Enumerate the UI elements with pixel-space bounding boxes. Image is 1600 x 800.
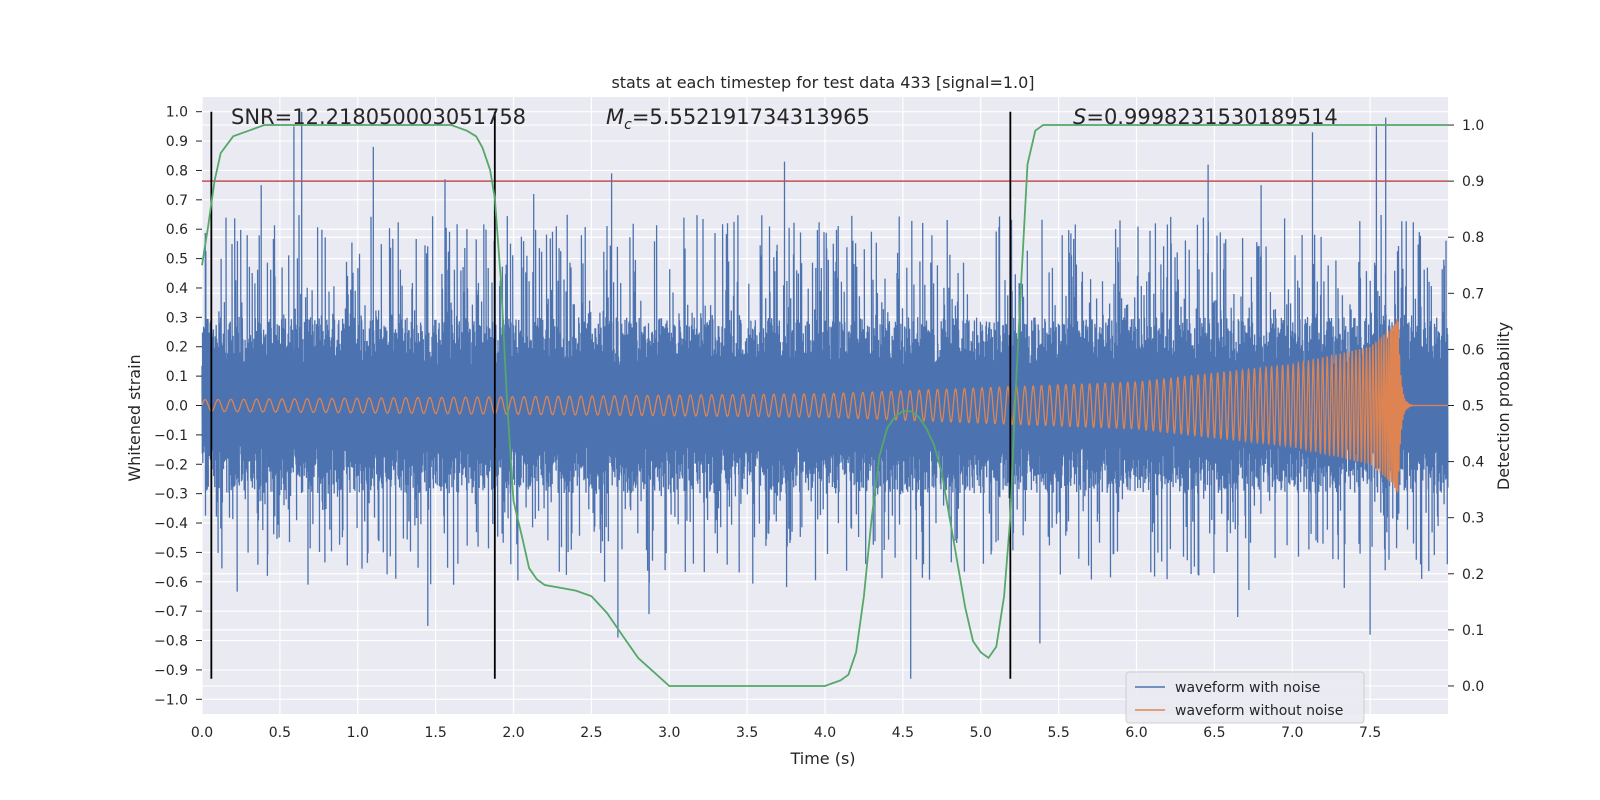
probability-series	[201, 124, 1448, 687]
x-tick-label: 4.5	[892, 725, 914, 741]
y-tick-label: 0.3	[166, 310, 188, 326]
probability-line	[201, 124, 1448, 687]
y-tick-label: 0.7	[166, 193, 188, 209]
x-tick-label: 2.5	[580, 725, 602, 741]
mc-subscript: c	[624, 117, 632, 133]
y-tick-label: 0.2	[166, 340, 188, 356]
x-tick-label: 5.5	[1047, 725, 1069, 741]
y-tick-label: −0.2	[154, 457, 188, 473]
y-tick-label: −1.0	[154, 692, 188, 708]
y-tick-label: 0.5	[166, 252, 188, 268]
x-tick-label: 0.0	[191, 725, 213, 741]
x-tick-label: 4.0	[814, 725, 836, 741]
x-tick-label: 1.5	[424, 725, 446, 741]
y-tick-label: −0.6	[154, 575, 188, 591]
legend-box	[1125, 671, 1365, 724]
y-tick-label: −0.9	[154, 663, 188, 679]
y-tick-label: −0.1	[154, 428, 188, 444]
chirp-series	[201, 318, 1448, 493]
y-tick-label: 0.4	[166, 281, 188, 297]
y-tick-label: −0.3	[154, 487, 188, 503]
y-tick-labels: 1.0 0.9 0.8 0.7 0.6 0.5 0.4 0.3 0.2 0.1 0.0 −0.1 −0.…	[154, 105, 202, 708]
y2-tick-label: 1.0	[1462, 118, 1484, 134]
x-tick-label: 6.5	[1203, 725, 1225, 741]
x-tick-label: 7.5	[1359, 725, 1381, 741]
y-tick-label: 0.1	[166, 369, 188, 385]
y-tick-label: 1.0	[166, 105, 188, 121]
y-tick-label: 0.0	[166, 399, 188, 415]
y2-tick-label: 0.8	[1462, 230, 1484, 246]
x-tick-label: 7.0	[1281, 725, 1303, 741]
y2-tick-labels: 1.0 0.9 0.8 0.7 0.6 0.5 0.4 0.3 0.2 0.1 0.0	[1448, 118, 1484, 695]
legend: waveform with noise waveform without noi…	[1125, 671, 1365, 724]
x-tick-label: 1.0	[347, 725, 369, 741]
y-tick-label: 0.9	[166, 134, 188, 150]
legend-chirp-label: waveform without noise	[1175, 703, 1343, 719]
x-tick-label: 0.5	[269, 725, 291, 741]
y-tick-label: −0.7	[154, 604, 188, 620]
y2-tick-label: 0.1	[1462, 623, 1484, 639]
y-tick-label: −0.4	[154, 516, 188, 532]
y-tick-label: −0.8	[154, 634, 188, 650]
x-tick-label: 6.0	[1125, 725, 1147, 741]
y2-tick-label: 0.0	[1462, 679, 1484, 695]
y2-tick-label: 0.7	[1462, 286, 1484, 302]
y2-tick-label: 0.9	[1462, 174, 1484, 190]
y-tick-label: −0.5	[154, 545, 188, 561]
x-tick-label: 5.0	[970, 725, 992, 741]
y2-tick-label: 0.2	[1462, 567, 1484, 583]
s-symbol: S	[1073, 105, 1086, 129]
mc-annotation: Mc=5.552191734313965	[606, 105, 870, 133]
x-tick-label: 2.0	[502, 725, 524, 741]
y-tick-label: 0.6	[166, 222, 188, 238]
chirp-waveform-path	[201, 318, 1448, 493]
s-value: =0.9998231530189514	[1086, 105, 1337, 129]
legend-noise-label: waveform with noise	[1175, 680, 1320, 696]
y-axis-label: Whitened strain	[125, 354, 144, 481]
y2-tick-label: 0.5	[1462, 399, 1484, 415]
x-tick-label: 3.0	[658, 725, 680, 741]
mc-symbol: M	[606, 105, 624, 129]
y2-tick-label: 0.4	[1462, 455, 1484, 471]
snr-annotation: SNR=12.218050003051758	[231, 105, 526, 129]
s-annotation: S=0.9998231530189514	[1073, 105, 1338, 129]
x-tick-label: 3.5	[736, 725, 758, 741]
x-tick-labels: 0.0 0.5 1.0 1.5 2.0 2.5 3.0 3.5 4.0 4.5 5.0 5.5 6.0 6…	[191, 725, 1381, 741]
y2-tick-label: 0.3	[1462, 511, 1484, 527]
y2-axis-label: Detection probability	[1494, 322, 1513, 490]
mc-value: =5.552191734313965	[632, 105, 870, 129]
y-tick-label: 0.8	[166, 163, 188, 179]
y2-tick-label: 0.6	[1462, 342, 1484, 358]
chart-title: stats at each timestep for test data 433…	[611, 73, 1034, 92]
x-axis-label: Time (s)	[789, 749, 855, 768]
